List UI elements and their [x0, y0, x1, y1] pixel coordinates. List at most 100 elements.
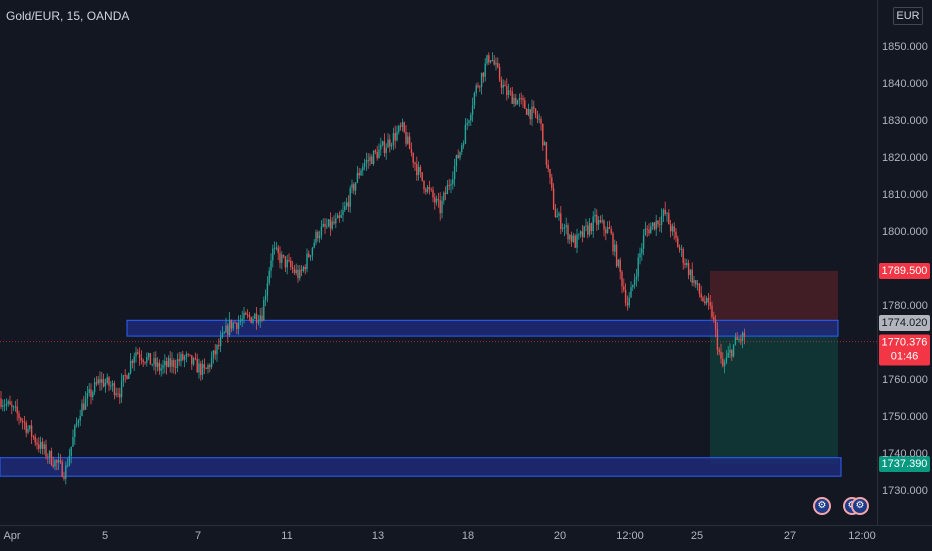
candle-body	[259, 315, 261, 322]
candle-body	[704, 301, 706, 304]
candle-body	[452, 179, 454, 185]
candle-body	[576, 234, 578, 248]
stop-loss-zone	[710, 270, 838, 329]
candle-body	[479, 86, 481, 88]
candle-body	[272, 248, 274, 261]
candle-body	[525, 108, 528, 115]
candle-body	[113, 383, 116, 396]
candle-body	[520, 98, 522, 99]
candle-body	[227, 325, 229, 335]
candle-body	[482, 72, 485, 77]
candle-body	[416, 164, 418, 176]
earnings-icon[interactable]: ⚙	[813, 497, 831, 515]
candle-body	[471, 105, 474, 115]
candle-body	[515, 97, 517, 105]
candle-body	[662, 209, 665, 216]
candle-body	[446, 185, 449, 195]
time-tick-label: 20	[553, 530, 567, 542]
candle-body	[196, 358, 198, 373]
candle-body	[90, 389, 92, 398]
candle-body	[551, 177, 553, 189]
candle-body	[171, 360, 173, 367]
candle-body	[470, 114, 472, 121]
candle-body	[533, 106, 535, 109]
candle-body	[678, 247, 681, 250]
candle-body	[74, 425, 76, 437]
candle-body	[214, 350, 216, 355]
candle-body	[529, 109, 531, 120]
candle-body	[486, 55, 488, 64]
candle-body	[353, 184, 355, 191]
candle-body	[308, 253, 310, 257]
candle-body	[165, 361, 168, 367]
dividend-icon[interactable]: ⚙	[851, 497, 869, 515]
candle-body	[70, 446, 72, 456]
candle-body	[320, 226, 323, 236]
candle-body	[736, 337, 738, 340]
candle-body	[588, 223, 591, 235]
candle-body	[11, 404, 13, 407]
candle-body	[63, 476, 65, 479]
price-axis[interactable]	[877, 0, 932, 525]
candle-body	[642, 235, 645, 249]
candle-body	[155, 358, 157, 367]
candle-body	[574, 235, 576, 248]
candle-body	[488, 55, 490, 63]
candle-body	[540, 118, 542, 124]
candle-body	[646, 228, 648, 230]
time-tick-label: 7	[194, 530, 202, 542]
stop-price-tag: 1789.500	[879, 263, 930, 279]
candle-body	[230, 319, 233, 329]
candle-body	[200, 363, 202, 375]
candle-body	[428, 186, 431, 189]
time-tick-label: 18	[461, 530, 475, 542]
candle-body	[673, 226, 675, 232]
candle-body	[110, 385, 112, 387]
candle-body	[558, 213, 560, 216]
candle-body	[83, 403, 85, 410]
candle-body	[0, 398, 2, 407]
candle-body	[266, 283, 269, 296]
candle-body	[677, 238, 679, 248]
candle-body	[579, 231, 582, 234]
candle-body	[358, 172, 360, 176]
candle-body	[88, 389, 90, 393]
time-tick-label: Apr	[3, 530, 21, 542]
price-tick-label: 1730.000	[882, 485, 928, 497]
candle-body	[383, 141, 386, 153]
candle-body	[146, 356, 148, 363]
candle-body	[495, 63, 497, 65]
candle-body	[632, 284, 634, 288]
candle-body	[543, 142, 546, 146]
symbol-legend[interactable]: Gold/EUR, 15, OANDA	[6, 9, 130, 23]
candle-body	[396, 131, 398, 141]
candle-body	[12, 406, 15, 408]
candle-body	[417, 166, 420, 176]
candle-body	[216, 345, 218, 355]
candle-body	[691, 269, 693, 283]
candle-body	[354, 182, 357, 191]
candle-body	[650, 226, 652, 234]
candle-body	[97, 379, 99, 384]
candle-body	[27, 428, 29, 433]
candle-body	[198, 363, 200, 373]
candle-body	[423, 180, 425, 190]
candle-body	[443, 192, 445, 201]
chart-canvas[interactable]	[0, 0, 877, 525]
candle-body	[169, 358, 171, 367]
candle-body	[299, 269, 301, 279]
candle-body	[201, 364, 204, 375]
candle-body	[506, 86, 508, 96]
candle-body	[72, 436, 74, 447]
candle-body	[144, 362, 146, 363]
candle-body	[709, 302, 711, 306]
candle-body	[241, 318, 243, 321]
currency-badge[interactable]: EUR	[893, 7, 923, 25]
candle-body	[36, 442, 38, 445]
candle-body	[594, 214, 596, 217]
time-axis[interactable]	[0, 525, 932, 551]
candle-body	[547, 164, 549, 169]
candle-body	[93, 382, 96, 393]
candle-body	[297, 269, 299, 279]
chart-area[interactable]: Gold/EUR, 15, OANDA	[0, 0, 877, 525]
